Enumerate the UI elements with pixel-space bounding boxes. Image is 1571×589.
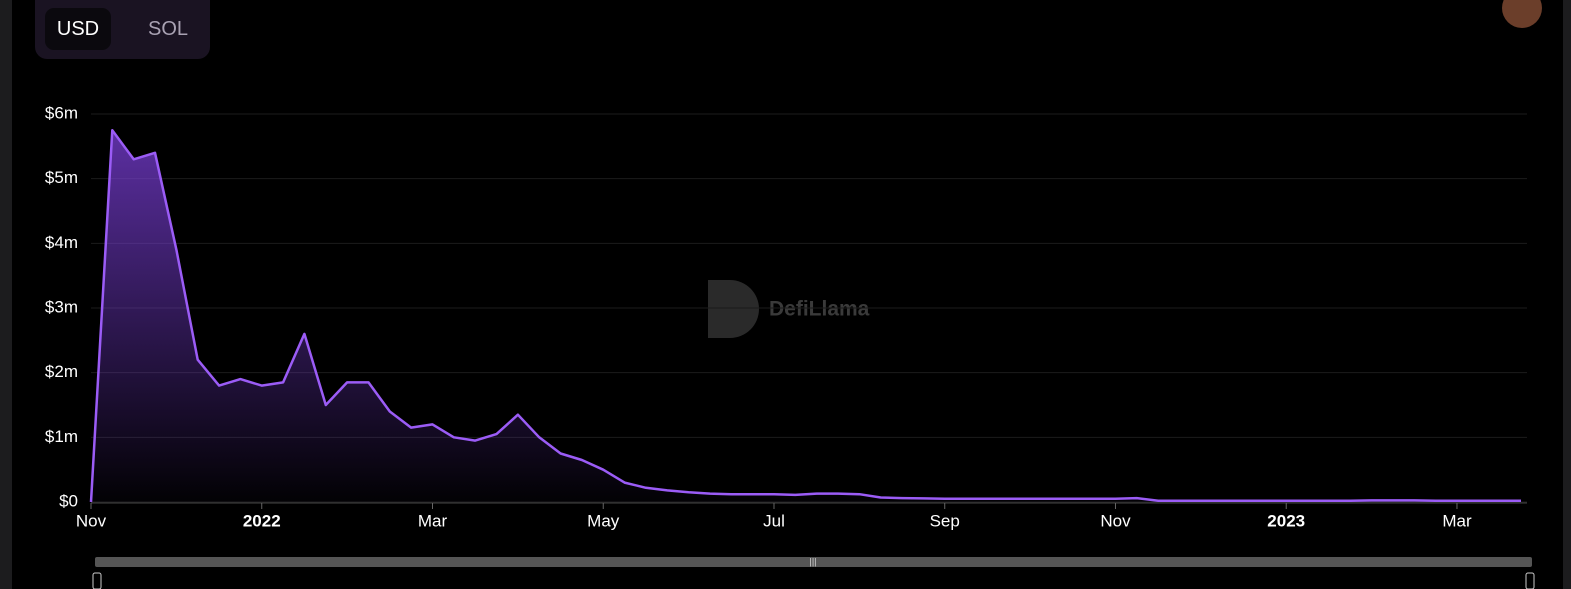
- line: [89, 128, 1521, 503]
- y-tick-label: $1m: [45, 427, 78, 446]
- x-tick-label: Mar: [418, 511, 448, 530]
- y-tick-label: $3m: [45, 297, 78, 316]
- y-tick-label: $4m: [45, 233, 78, 252]
- y-tick-label: $2m: [45, 362, 78, 381]
- side-strip: [0, 0, 12, 589]
- watermark-logo: [708, 280, 759, 338]
- watermark-text: DefiLlama: [769, 298, 870, 321]
- y-tick-label: $0: [59, 491, 78, 510]
- side-strip: [1563, 0, 1571, 589]
- y-tick-label: $6m: [45, 103, 78, 122]
- watermark: DefiLlama: [708, 280, 870, 338]
- x-tick-label: Nov: [1100, 511, 1131, 530]
- x-tick-label: May: [587, 511, 620, 530]
- toggle-button[interactable]: USD: [45, 8, 111, 50]
- x-tick-label: 2023: [1267, 511, 1305, 530]
- currency-toggle: USD SOL: [35, 0, 210, 59]
- brush-handle[interactable]: [92, 572, 102, 589]
- x-tick-label: 2022: [243, 511, 281, 530]
- x-tick-label: Jul: [763, 511, 785, 530]
- x-tick-label: Mar: [1442, 511, 1472, 530]
- brush-handle[interactable]: [1525, 572, 1535, 589]
- area: [91, 130, 1521, 502]
- brush-grip[interactable]: |||: [809, 556, 816, 566]
- x-tick-label: Sep: [930, 511, 960, 530]
- y-tick-label: $5m: [45, 168, 78, 187]
- toggle-button[interactable]: SOL: [147, 18, 189, 40]
- brush-bar[interactable]: [95, 557, 1532, 567]
- x-tick-label: Nov: [76, 511, 107, 530]
- avatar[interactable]: [1502, 0, 1542, 28]
